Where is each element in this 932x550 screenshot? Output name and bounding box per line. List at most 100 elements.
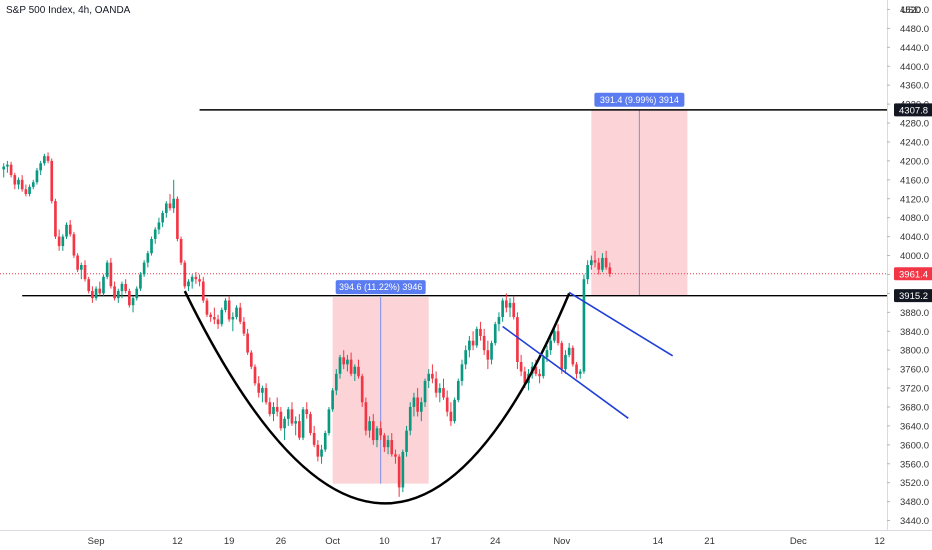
candle-body xyxy=(471,340,475,346)
measure-label-bg-0 xyxy=(335,280,426,295)
candle-93 xyxy=(346,354,349,372)
candle-body xyxy=(431,373,434,379)
candle-body xyxy=(575,364,578,374)
candle-body xyxy=(423,380,427,403)
candle-119 xyxy=(442,378,445,400)
candle-34 xyxy=(128,288,131,308)
candle-body xyxy=(6,164,9,167)
candle-body xyxy=(28,186,31,195)
candle-body xyxy=(523,371,527,384)
candle-body xyxy=(157,222,161,230)
candle-body xyxy=(419,402,423,412)
candle-72 xyxy=(268,397,272,417)
candle-121 xyxy=(449,402,453,426)
candle-body xyxy=(72,234,76,256)
candle-body xyxy=(120,283,124,292)
candle-body xyxy=(68,224,72,235)
y-tick-label: 4200.0 xyxy=(900,156,929,167)
candle-94 xyxy=(349,352,353,377)
candle-85 xyxy=(316,440,320,462)
horizontal-lines xyxy=(22,109,887,297)
candle-body xyxy=(397,456,401,488)
candle-8 xyxy=(31,179,35,190)
candle-body xyxy=(394,454,397,457)
candle-body xyxy=(534,366,538,374)
x-tick-label: Sep xyxy=(88,536,105,547)
x-tick-label: 19 xyxy=(224,536,235,547)
cup-curve xyxy=(183,290,571,505)
candle-148 xyxy=(549,335,553,355)
candle-107 xyxy=(397,454,401,497)
candle-68 xyxy=(253,364,257,386)
y-tick-label: 4160.0 xyxy=(900,175,929,186)
candle-117 xyxy=(434,371,438,398)
candle-46 xyxy=(172,179,176,213)
candle-body xyxy=(346,359,349,365)
candle-74 xyxy=(275,397,279,417)
candle-112 xyxy=(416,388,419,417)
candle-body xyxy=(545,350,549,358)
candle-body xyxy=(427,373,431,381)
y-tick-label: 4520.0 xyxy=(900,5,929,16)
candle-body xyxy=(198,279,201,282)
candle-0 xyxy=(2,163,6,178)
channel-lines xyxy=(502,291,674,419)
candle-66 xyxy=(246,328,249,355)
candle-51 xyxy=(190,274,194,289)
candle-body xyxy=(434,378,438,393)
candle-body xyxy=(46,156,50,161)
candle-body xyxy=(283,418,286,429)
candle-body xyxy=(209,314,212,318)
candle-body xyxy=(597,262,601,270)
candle-body xyxy=(493,324,497,344)
candle-body xyxy=(161,212,164,223)
candle-24 xyxy=(91,286,94,303)
candle-152 xyxy=(564,350,567,374)
candle-body xyxy=(298,421,301,438)
candle-90 xyxy=(334,369,338,396)
candle-body xyxy=(353,366,357,374)
candle-55 xyxy=(205,298,209,318)
candle-body xyxy=(135,288,139,299)
candle-99 xyxy=(368,416,371,438)
price-tag-label-2: 3915.2 xyxy=(899,291,928,302)
candle-158 xyxy=(586,260,589,284)
candle-84 xyxy=(312,425,316,448)
candle-67 xyxy=(249,350,253,370)
candle-162 xyxy=(601,253,604,273)
y-tick-label: 4240.0 xyxy=(900,137,929,148)
candle-body xyxy=(586,265,589,280)
candle-160 xyxy=(593,250,597,268)
candle-20 xyxy=(76,253,79,273)
candle-body xyxy=(375,428,379,441)
candle-body xyxy=(338,357,342,374)
candle-49 xyxy=(183,260,187,289)
candle-40 xyxy=(150,236,153,256)
candle-70 xyxy=(261,385,264,403)
candle-97 xyxy=(360,373,364,407)
candle-83 xyxy=(309,411,312,436)
candle-body xyxy=(560,343,564,370)
candle-body xyxy=(253,366,257,384)
candle-60 xyxy=(224,298,227,313)
y-tick-label: 4480.0 xyxy=(900,24,929,35)
candle-113 xyxy=(419,397,423,422)
candle-body xyxy=(360,376,364,403)
candle-101 xyxy=(375,425,379,448)
candle-body xyxy=(364,402,368,431)
y-tick-label: 3520.0 xyxy=(900,478,929,489)
candle-27 xyxy=(102,274,105,296)
candle-body xyxy=(98,288,102,294)
candle-135 xyxy=(501,298,504,322)
measure-labels: 394.6 (11.22%) 3946 391.4 (9.99%) 3914 xyxy=(335,92,685,295)
candle-108 xyxy=(401,449,405,493)
candle-body xyxy=(564,354,567,370)
candle-body xyxy=(541,357,545,377)
candle-body xyxy=(231,317,235,320)
candle-body xyxy=(567,347,571,355)
candle-82 xyxy=(305,402,309,419)
candle-23 xyxy=(87,276,91,294)
candle-body xyxy=(342,357,346,365)
